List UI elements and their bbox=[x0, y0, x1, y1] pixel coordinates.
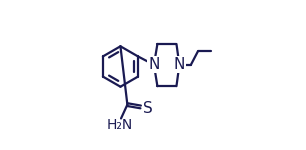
Text: N: N bbox=[174, 57, 185, 72]
Text: N: N bbox=[148, 57, 160, 72]
Text: S: S bbox=[143, 101, 153, 116]
Text: H₂N: H₂N bbox=[106, 118, 132, 132]
